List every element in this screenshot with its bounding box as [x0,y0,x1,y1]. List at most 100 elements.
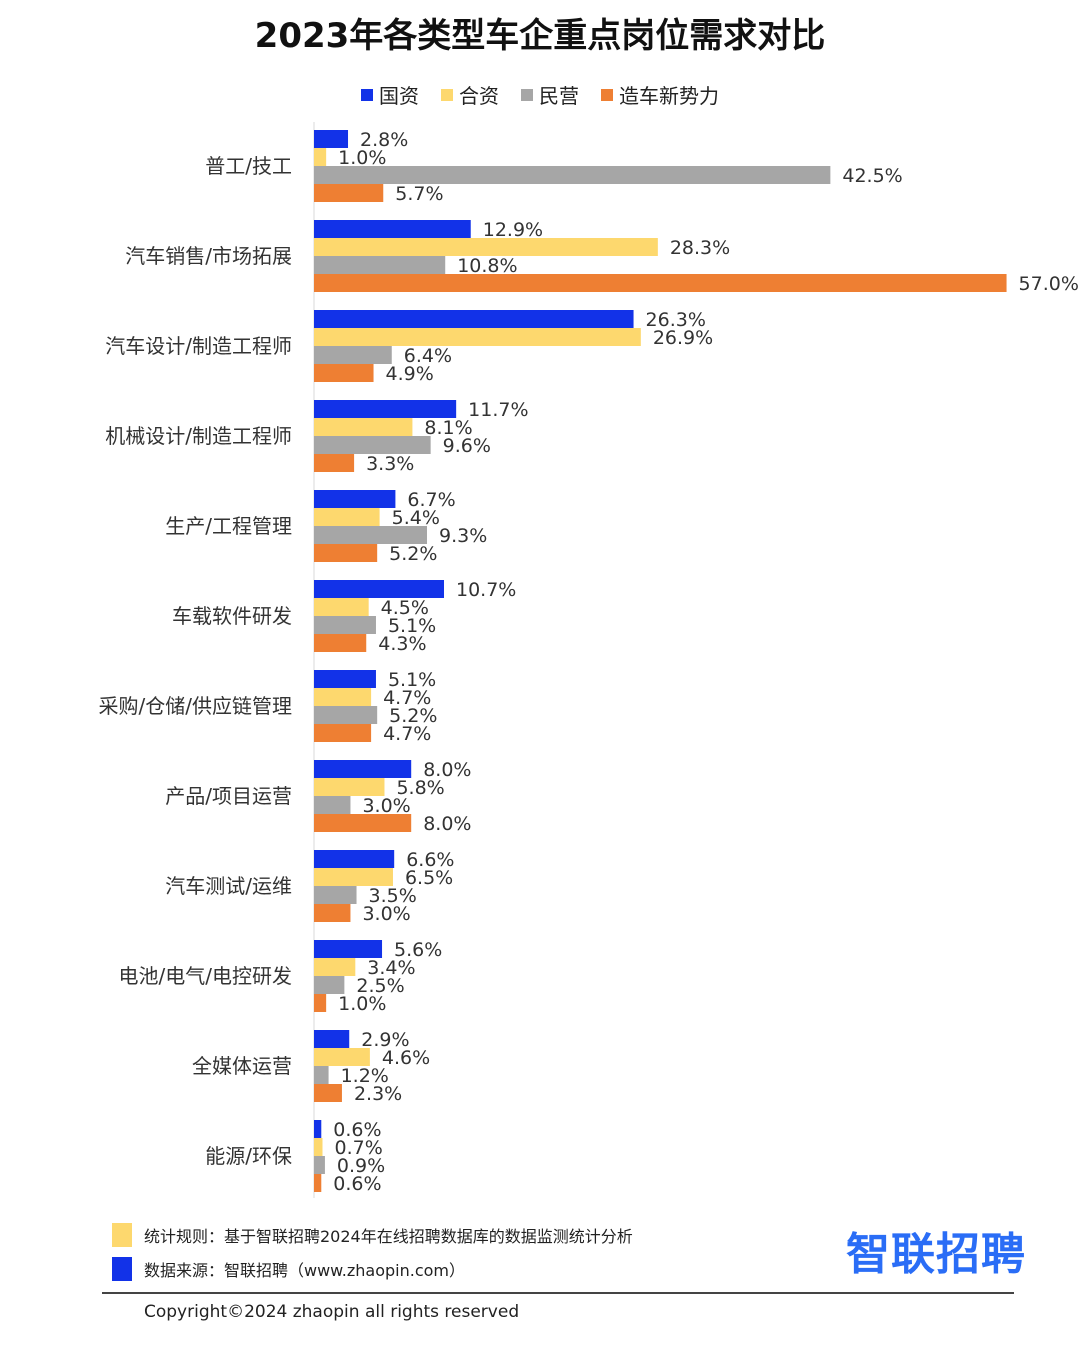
bar [314,850,395,868]
category-label: 生产/工程管理 [165,514,292,538]
bar [314,814,412,832]
data-label: 5.1% [388,669,436,691]
data-label: 6.4% [404,345,452,367]
bar [314,544,378,562]
bar [314,526,427,544]
legend-label: 民营 [539,84,579,108]
data-label: 6.6% [406,849,454,871]
bar [314,1174,322,1192]
bar [314,580,445,598]
data-label: 2.9% [361,1029,409,1051]
bar [314,1156,325,1174]
bar [314,130,349,148]
data-label: 6.7% [407,489,455,511]
stat-rule-note: 统计规则：基于智联招聘2024年在线招聘数据库的数据监测统计分析 [112,1218,633,1252]
bar [314,490,396,508]
data-label: 10.8% [457,255,517,277]
data-label: 2.5% [356,975,404,997]
bar [314,1048,370,1066]
data-label: 28.3% [670,237,730,259]
data-label: 6.5% [405,867,453,889]
legend-swatch [521,88,533,101]
bar [314,976,345,994]
data-label: 3.0% [362,795,410,817]
data-label: 5.6% [394,939,442,961]
legend-item: 国资 [361,80,419,109]
bar [314,166,831,184]
bar [314,436,431,454]
data-label: 4.9% [386,363,434,385]
bar [314,1120,322,1138]
chart-legend: 国资 合资 民营 造车新势力 [0,80,1080,109]
legend-swatch [601,88,613,101]
bar [314,328,641,346]
data-label: 4.6% [382,1047,430,1069]
category-label: 汽车设计/制造工程师 [105,334,292,358]
data-label: 11.7% [468,399,528,421]
bar [314,868,393,886]
legend-item: 合资 [441,80,499,109]
chart-title: 2023年各类型车企重点岗位需求对比 [254,16,826,56]
data-label: 1.2% [341,1065,389,1087]
category-label: 车载软件研发 [172,604,292,628]
data-label: 12.9% [483,219,543,241]
footer-divider [102,1292,1014,1294]
bar [314,778,385,796]
bar [314,220,471,238]
data-label: 0.6% [333,1119,381,1141]
data-label: 9.3% [439,525,487,547]
bar [314,904,351,922]
bar [314,400,457,418]
bar [314,1138,323,1156]
stat-rule-text: 统计规则：基于智联招聘2024年在线招聘数据库的数据监测统计分析 [144,1227,633,1246]
zhaopin-logo: 智联招聘 [846,1229,1026,1280]
data-label: 1.0% [338,147,386,169]
data-label: 4.7% [383,723,431,745]
category-label: 汽车测试/运维 [165,874,292,898]
data-label: 5.2% [389,705,437,727]
data-label: 5.2% [389,543,437,565]
bar [314,940,383,958]
data-label: 2.3% [354,1083,402,1105]
bar [314,346,392,364]
data-label: 5.8% [396,777,444,799]
yellow-square-icon [112,1223,132,1247]
category-label: 汽车销售/市场拓展 [125,244,292,268]
data-label: 5.4% [392,507,440,529]
data-label: 0.9% [337,1155,385,1177]
data-source-text: 数据来源：智联招聘（www.zhaopin.com） [144,1261,466,1280]
bar [314,148,327,166]
blue-square-icon [112,1257,132,1281]
data-label: 26.3% [646,309,706,331]
data-label: 8.0% [423,813,471,835]
legend-item: 民营 [521,80,579,109]
bar [314,238,658,256]
data-label: 3.4% [367,957,415,979]
data-label: 3.0% [362,903,410,925]
category-label: 采购/仓储/供应链管理 [99,694,292,718]
data-label: 5.1% [388,615,436,637]
data-label: 57.0% [1019,273,1079,295]
category-label: 普工/技工 [205,154,292,178]
bar [314,958,356,976]
category-label: 能源/环保 [205,1144,292,1168]
bar [314,256,446,274]
data-label: 42.5% [842,165,902,187]
bar [314,184,384,202]
bar [314,1084,342,1102]
bar-chart: 普工/技工2.8%1.0%42.5%5.7%汽车销售/市场拓展12.9%28.3… [99,122,1079,1198]
bar [314,994,327,1012]
bar [314,418,413,436]
bar [314,1030,350,1048]
data-label: 2.8% [360,129,408,151]
data-label: 4.5% [381,597,429,619]
legend-swatch [361,88,373,101]
legend-label: 国资 [379,84,419,108]
category-label: 机械设计/制造工程师 [105,424,292,448]
data-source-note: 数据来源：智联招聘（www.zhaopin.com） [112,1252,633,1286]
bar [314,796,351,814]
bar [314,616,376,634]
bar [314,454,355,472]
category-label: 电池/电气/电控研发 [119,964,292,988]
bar [314,508,380,526]
